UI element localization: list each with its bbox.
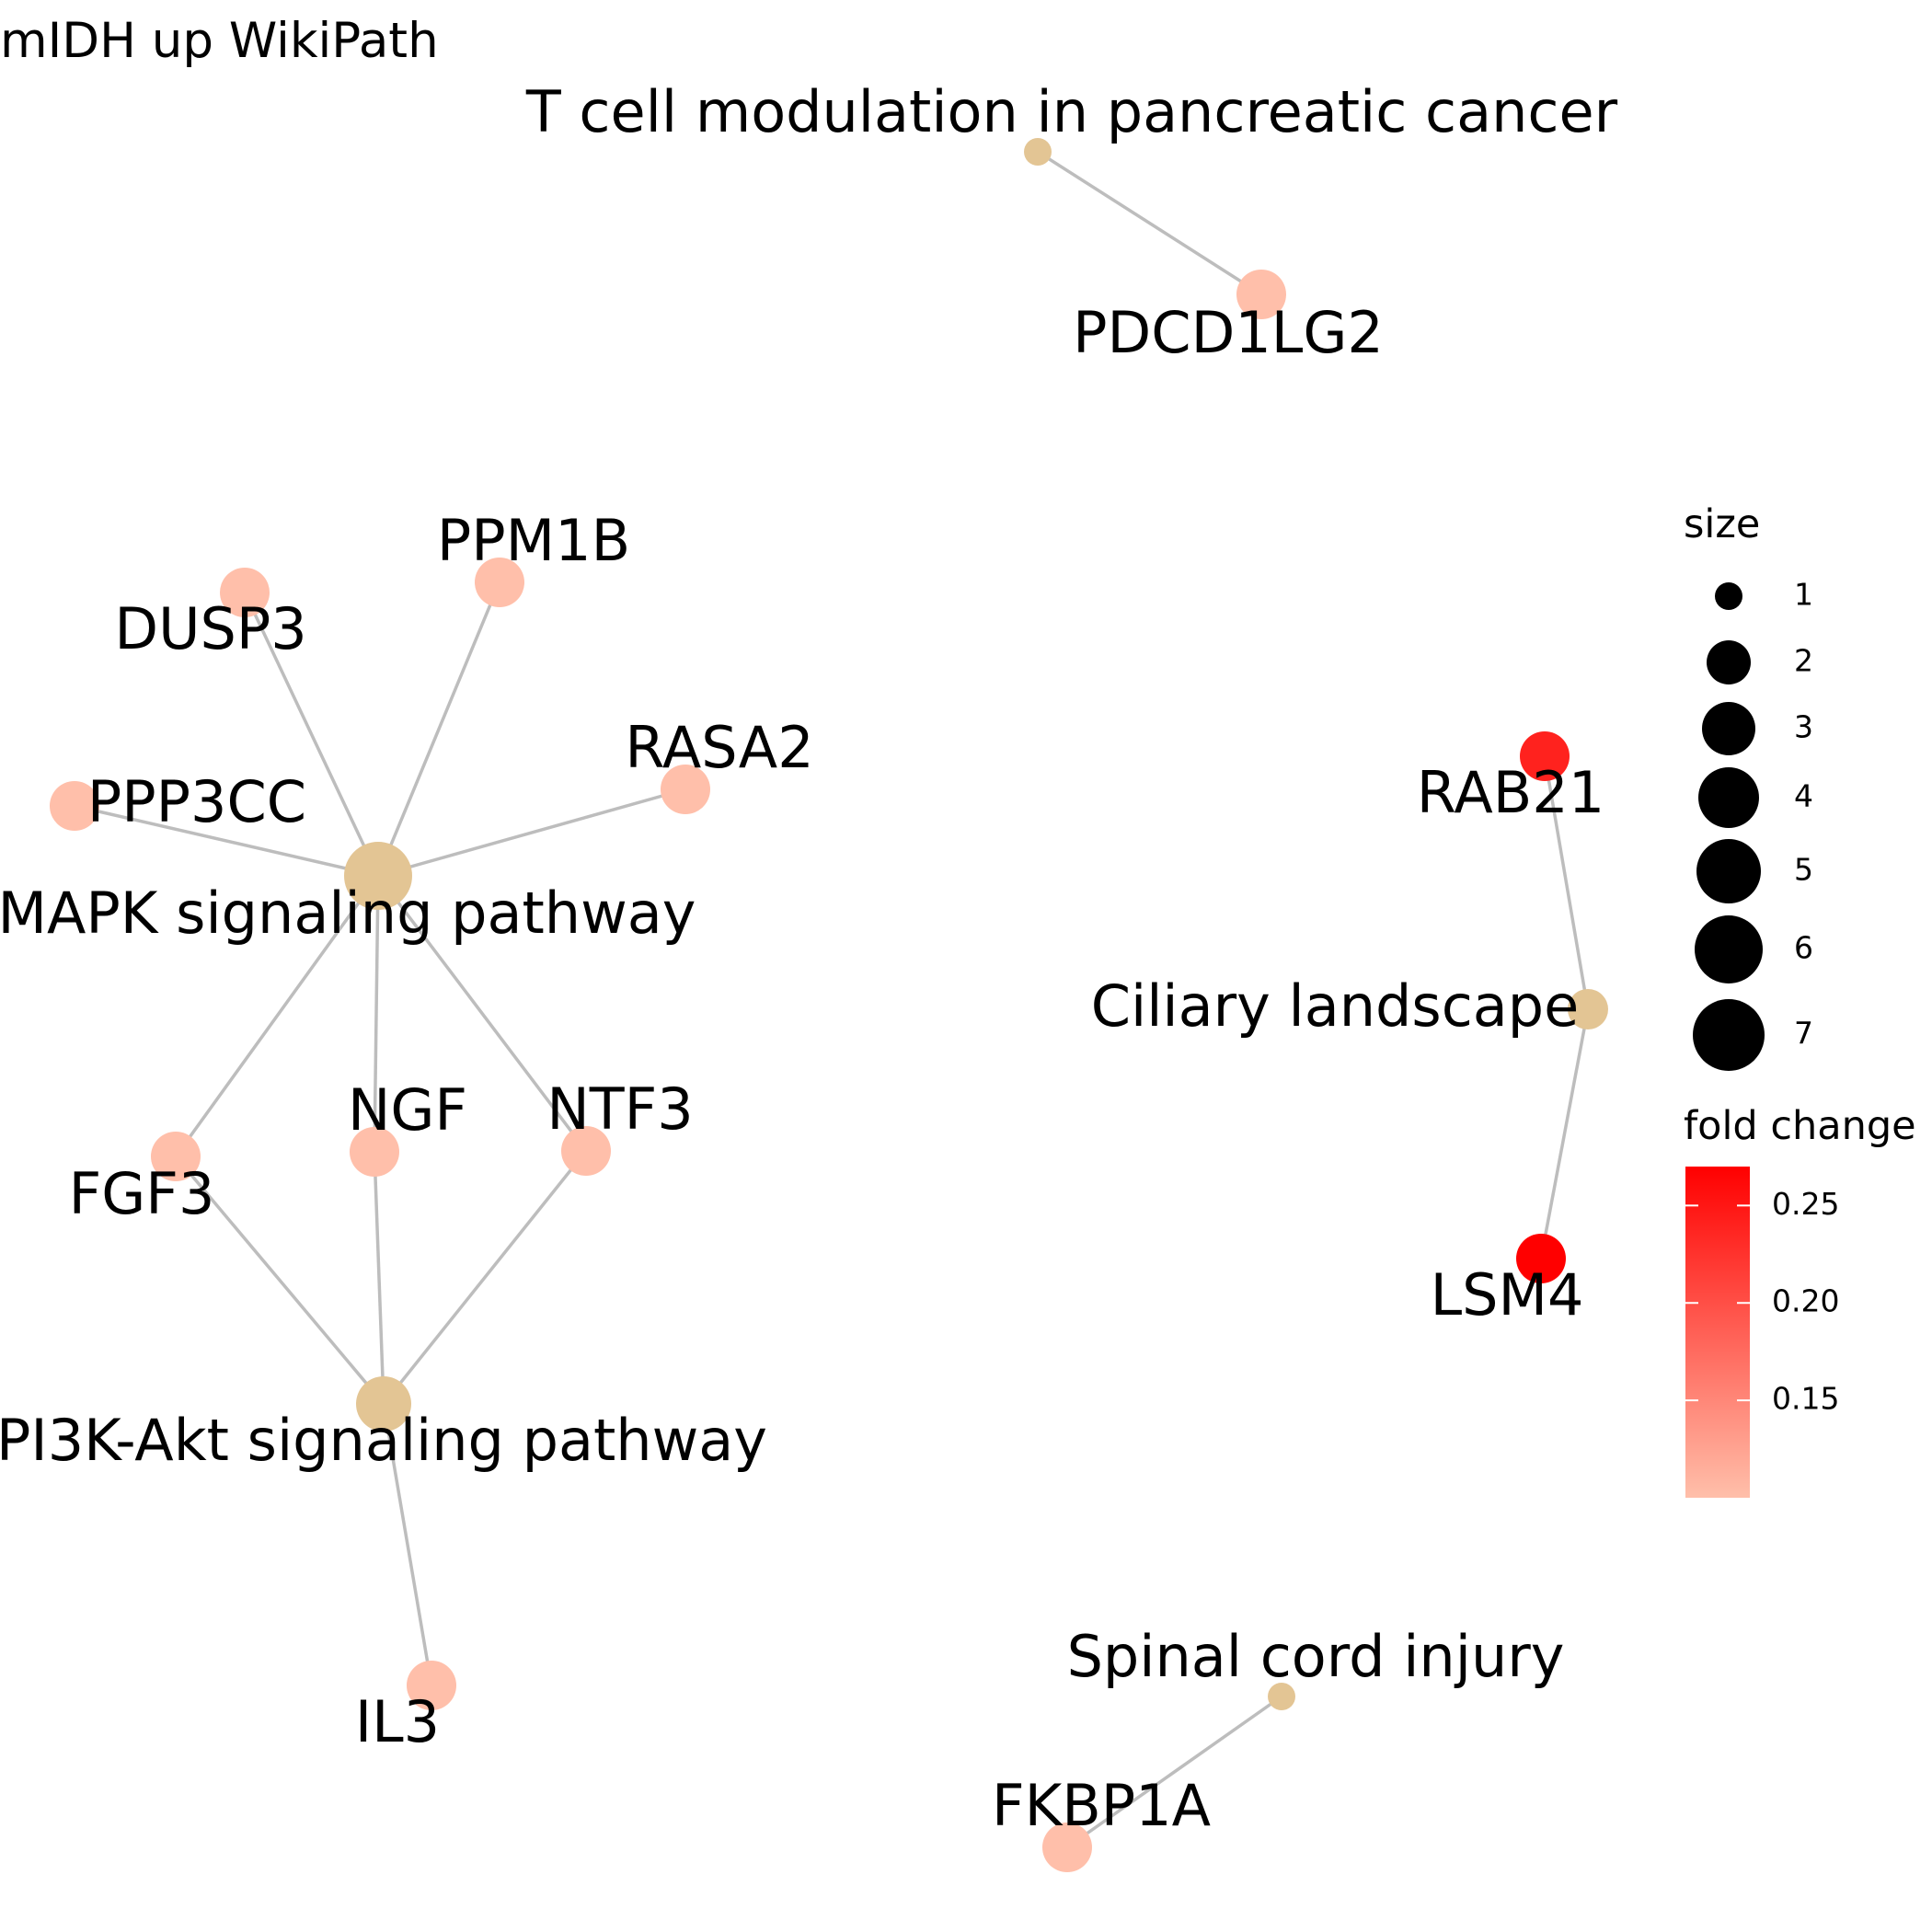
node-label-tcell: T cell modulation in pancreatic cancer bbox=[525, 78, 1618, 145]
node-label-ppp3cc: PPP3CC bbox=[87, 768, 306, 835]
node-label-pi3k: PI3K-Akt signaling pathway bbox=[0, 1407, 767, 1474]
edge-ciliary-lsm4 bbox=[1539, 1008, 1590, 1259]
node-label-ciliary: Ciliary landscape bbox=[1091, 972, 1580, 1040]
pathway-node-tcell bbox=[1024, 138, 1052, 166]
gene-node-ngf bbox=[350, 1127, 399, 1177]
colorbar-label-0.15: 0.15 bbox=[1772, 1381, 1839, 1417]
gene-node-fgf3 bbox=[151, 1132, 201, 1181]
colorbar-label-0.20: 0.20 bbox=[1772, 1283, 1839, 1319]
size-legend-key-3 bbox=[1702, 702, 1755, 755]
gene-node-ppp3cc bbox=[50, 781, 99, 831]
edge-pi3k-il3 bbox=[382, 1403, 433, 1686]
edge-pi3k-ntf3 bbox=[382, 1149, 588, 1406]
label-layer: T cell modulation in pancreatic cancer PD… bbox=[0, 78, 1618, 1839]
size-legend-label-5: 5 bbox=[1794, 852, 1813, 888]
size-legend-key-7 bbox=[1693, 999, 1765, 1071]
node-label-pdcd1lg2: PDCD1LG2 bbox=[1073, 299, 1384, 366]
edge-ciliary-rab21 bbox=[1543, 755, 1590, 1010]
node-label-ntf3: NTF3 bbox=[546, 1075, 693, 1143]
diagram-title: mIDH up WikiPath bbox=[0, 13, 439, 69]
pathway-node-mapk bbox=[344, 842, 412, 910]
size-legend-key-6 bbox=[1695, 915, 1763, 983]
edge-layer bbox=[74, 150, 1590, 1849]
edge-mapk-fgf3 bbox=[174, 874, 380, 1158]
edge-spinal-fkbp1a bbox=[1065, 1695, 1283, 1849]
fold-change-colorbar bbox=[1685, 1167, 1750, 1498]
gene-node-ppm1b bbox=[475, 558, 524, 607]
size-legend: size 1 2 3 4 5 6 7 bbox=[1684, 501, 1813, 1071]
fold-change-legend-title: fold change bbox=[1684, 1103, 1916, 1149]
node-label-fkbp1a: FKBP1A bbox=[992, 1772, 1211, 1839]
node-layer bbox=[50, 138, 1608, 1872]
edge-tcell-pdcd1lg2 bbox=[1037, 150, 1262, 296]
size-legend-key-4 bbox=[1698, 767, 1759, 828]
node-label-rasa2: RASA2 bbox=[625, 714, 813, 781]
node-label-mapk: MAPK signaling pathway bbox=[0, 880, 696, 947]
edge-mapk-ppm1b bbox=[376, 581, 501, 877]
edge-mapk-ntf3 bbox=[376, 874, 588, 1153]
size-legend-label-6: 6 bbox=[1794, 930, 1813, 966]
gene-node-ntf3 bbox=[561, 1126, 611, 1176]
node-label-il3: IL3 bbox=[355, 1688, 440, 1755]
pathway-node-ciliary bbox=[1568, 989, 1608, 1029]
pathway-node-spinal bbox=[1268, 1683, 1295, 1710]
node-label-fgf3: FGF3 bbox=[69, 1160, 215, 1227]
size-legend-key-1 bbox=[1715, 582, 1742, 610]
edge-mapk-ngf bbox=[373, 875, 380, 1153]
size-legend-label-1: 1 bbox=[1794, 577, 1813, 613]
gene-node-fkbp1a bbox=[1042, 1823, 1092, 1872]
node-label-dusp3: DUSP3 bbox=[114, 595, 306, 662]
node-label-lsm4: LSM4 bbox=[1431, 1261, 1584, 1328]
gene-node-dusp3 bbox=[220, 568, 270, 617]
node-label-rab21: RAB21 bbox=[1417, 759, 1604, 826]
size-legend-label-3: 3 bbox=[1794, 709, 1813, 745]
node-label-ppm1b: PPM1B bbox=[437, 507, 630, 574]
node-label-ngf: NGF bbox=[348, 1076, 467, 1144]
node-label-spinal: Spinal cord injury bbox=[1067, 1623, 1565, 1690]
fold-change-legend: fold change 0.25 0.20 0.15 bbox=[1684, 1103, 1916, 1498]
size-legend-label-7: 7 bbox=[1794, 1016, 1813, 1052]
size-legend-label-4: 4 bbox=[1794, 778, 1813, 814]
edge-mapk-rasa2 bbox=[377, 788, 686, 878]
gene-node-rab21 bbox=[1520, 731, 1570, 781]
edge-pi3k-fgf3 bbox=[174, 1155, 385, 1406]
colorbar-label-0.25: 0.25 bbox=[1772, 1186, 1839, 1222]
size-legend-key-2 bbox=[1707, 640, 1751, 684]
edge-mapk-ppp3cc bbox=[74, 804, 379, 878]
gene-node-pdcd1lg2 bbox=[1236, 270, 1286, 319]
size-legend-label-2: 2 bbox=[1794, 643, 1813, 679]
gene-node-lsm4 bbox=[1516, 1234, 1566, 1283]
edge-mapk-dusp3 bbox=[243, 592, 380, 877]
gene-node-rasa2 bbox=[661, 765, 710, 814]
size-legend-title: size bbox=[1684, 501, 1760, 547]
edge-pi3k-ngf bbox=[373, 1151, 385, 1405]
pathway-node-pi3k bbox=[356, 1376, 411, 1432]
gene-node-il3 bbox=[407, 1661, 456, 1710]
size-legend-key-5 bbox=[1696, 839, 1761, 903]
